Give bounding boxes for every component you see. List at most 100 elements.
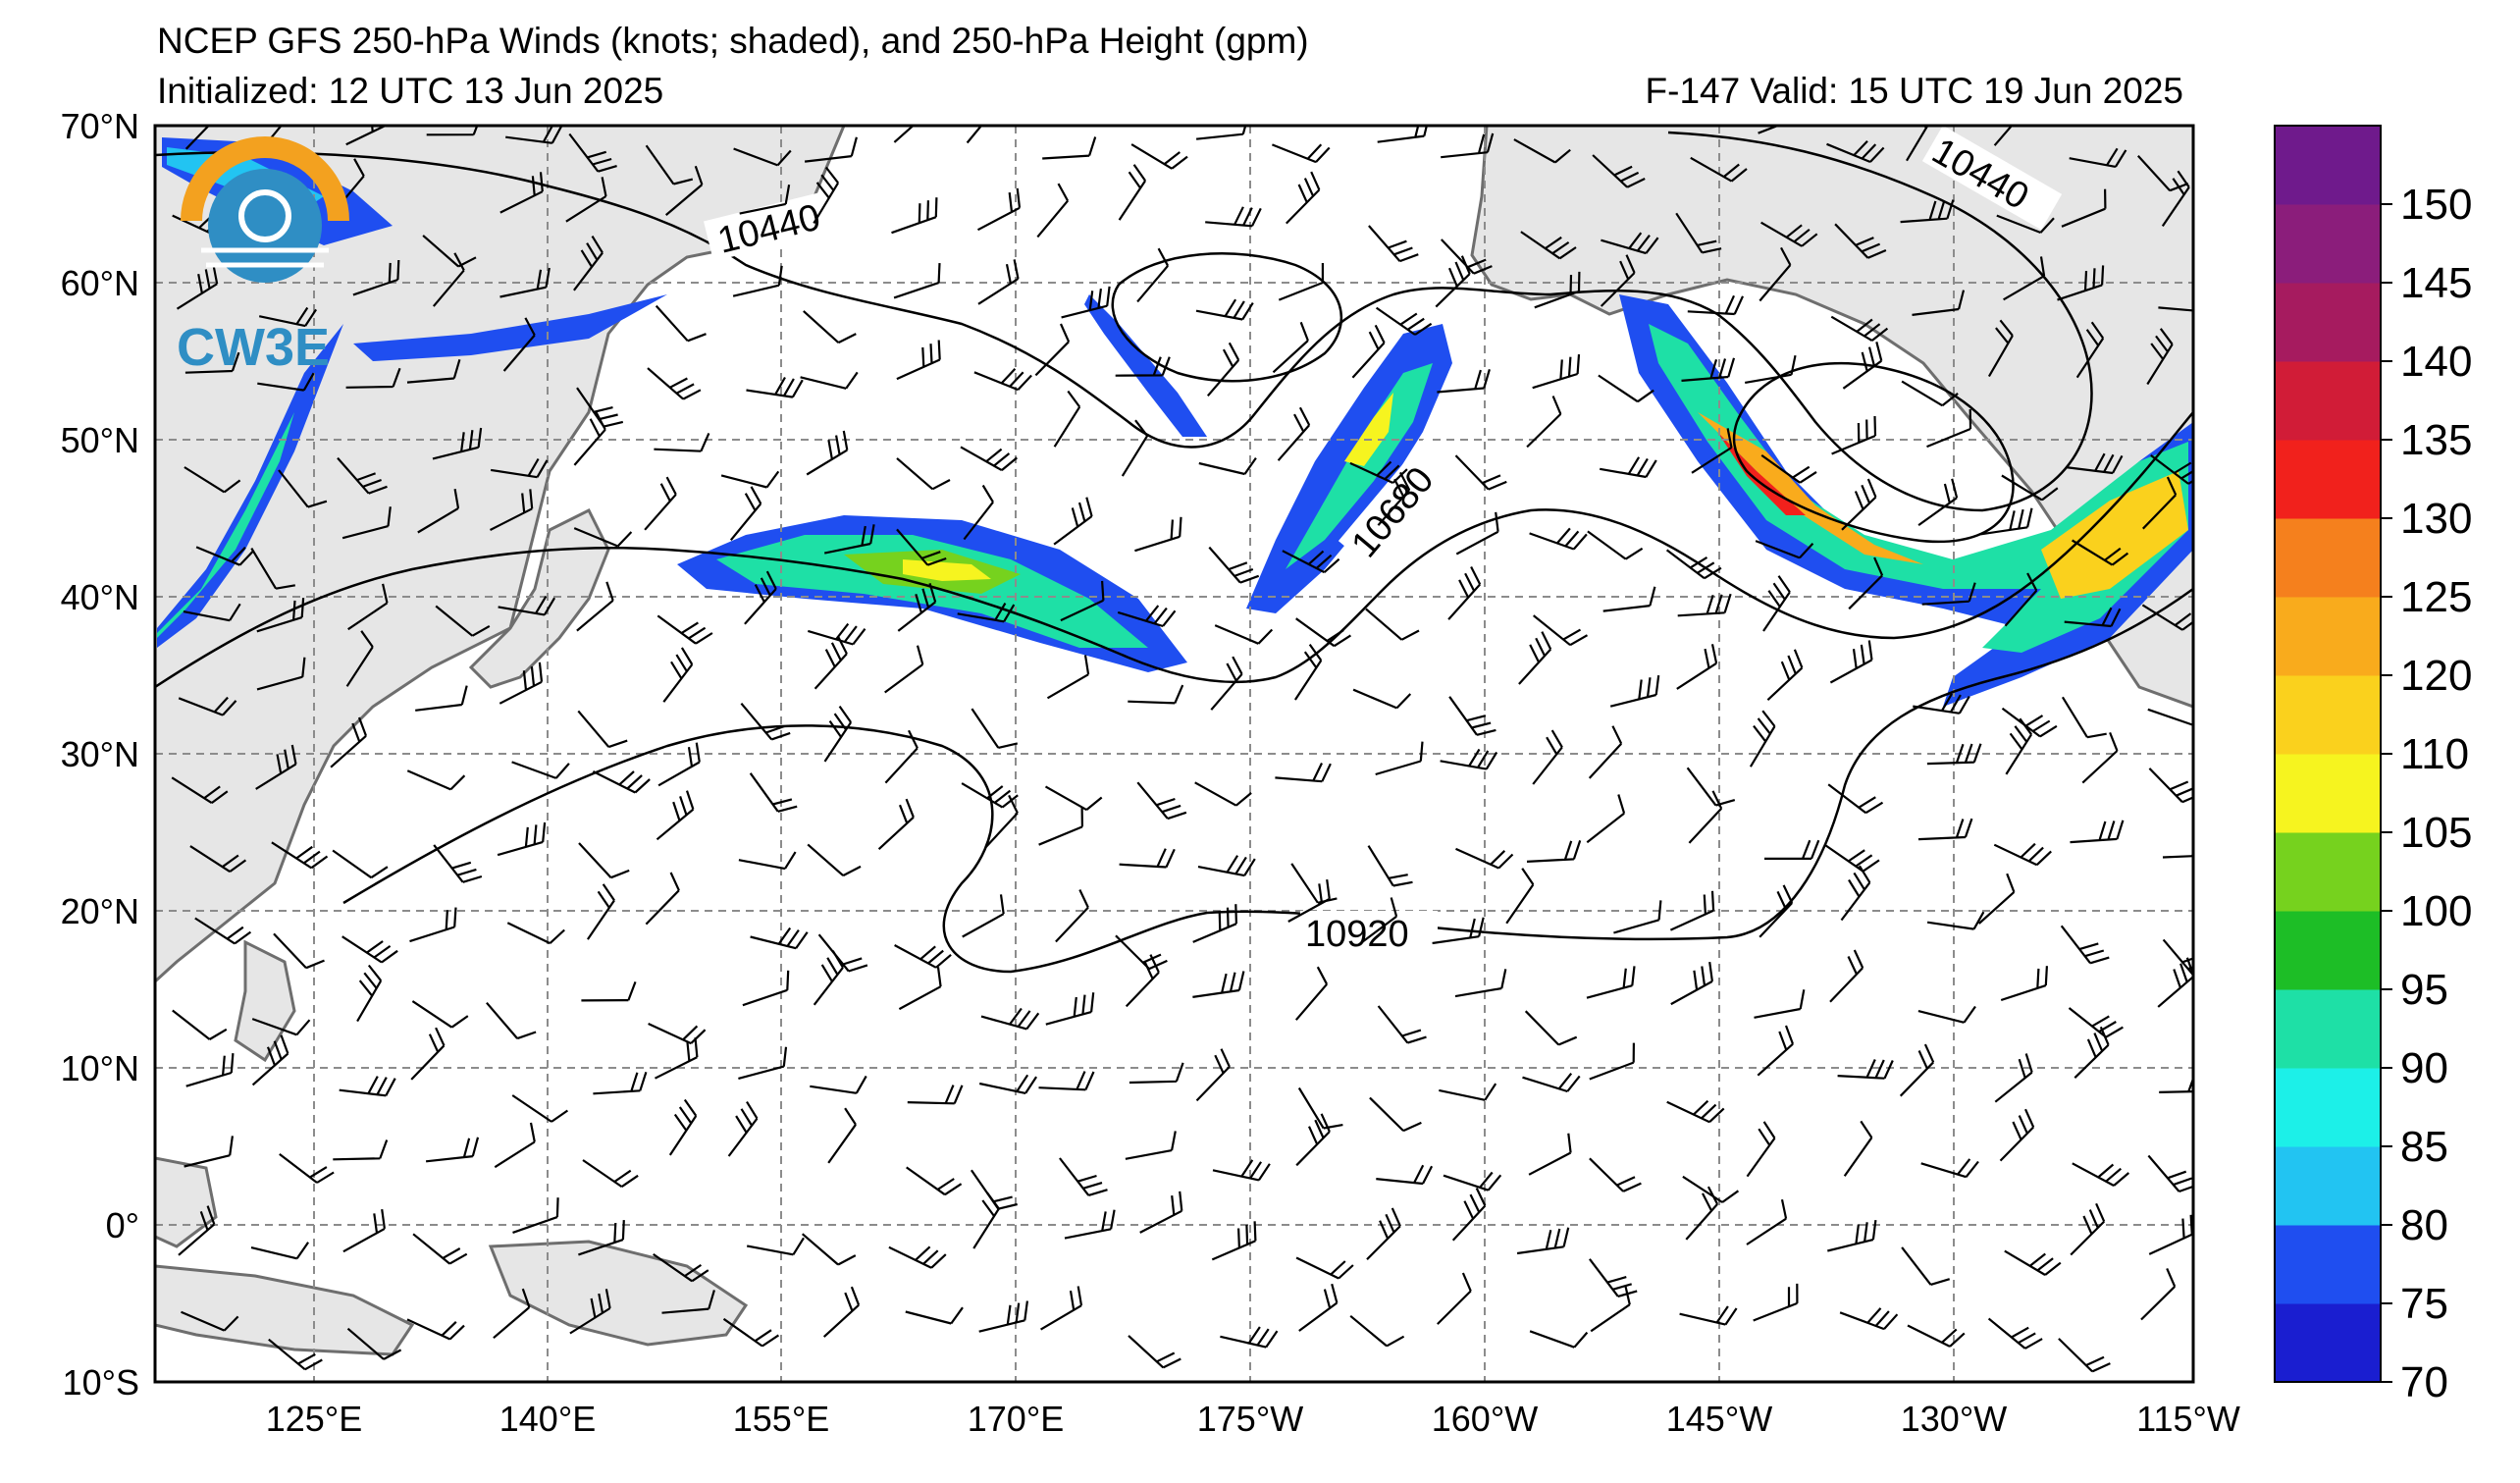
- wind-barb: [803, 310, 857, 344]
- wind-barb: [976, 187, 1022, 232]
- wind-barb: [1669, 890, 1715, 931]
- wind-barb: [732, 265, 783, 297]
- wind-barb: [896, 457, 951, 491]
- wind-barb: [984, 794, 1019, 849]
- wind-barb: [1440, 748, 1498, 770]
- wind-barb: [1520, 231, 1577, 260]
- wind-barb: [189, 845, 247, 874]
- wind-barb: [577, 710, 628, 749]
- lon-label-140e: 140°E: [499, 1399, 596, 1439]
- wind-barb: [1277, 406, 1311, 461]
- wind-barb: [888, 1245, 947, 1269]
- wind-barb: [1128, 1335, 1181, 1369]
- wind-barb: [1687, 294, 1745, 316]
- wind-barb: [800, 371, 859, 390]
- wind-barb: [1590, 1285, 1631, 1333]
- wind-barb: [586, 883, 615, 940]
- wind-barb: [1368, 225, 1419, 263]
- graticule: [155, 126, 2193, 1382]
- wind-barb: [2004, 572, 2038, 627]
- wind-barb: [2061, 696, 2107, 739]
- lon-label-160w: 160°W: [1432, 1399, 1538, 1439]
- wind-barb: [1121, 419, 1149, 477]
- colorbar-segment: [2275, 361, 2381, 441]
- lat-label-10s: 10°S: [63, 1362, 139, 1403]
- wind-barb: [978, 1074, 1038, 1094]
- map-frame: [153, 124, 2195, 1384]
- logo-text: CW3E: [177, 318, 330, 377]
- wind-barb: [1534, 271, 1581, 309]
- wind-barb: [645, 144, 694, 185]
- wind-barb: [592, 770, 651, 794]
- wind-barb: [823, 524, 875, 555]
- wind-barb: [1688, 790, 1723, 844]
- wind-barb: [750, 927, 809, 950]
- wind-barb: [1600, 254, 1636, 307]
- wind-barb: [1917, 818, 1973, 841]
- wind-barb: [822, 1286, 861, 1338]
- wind-barb: [1053, 497, 1093, 546]
- valid-time: F-147 Valid: 15 UTC 19 Jun 2025: [1645, 71, 2183, 111]
- wind-barb: [1195, 126, 1247, 140]
- wind-barb: [1677, 593, 1732, 617]
- wind-barb: [1045, 992, 1095, 1026]
- wind-barb: [412, 1233, 468, 1265]
- colorbar-label: 125: [2400, 573, 2472, 621]
- wind-barb: [823, 705, 853, 763]
- wind-barb: [1532, 729, 1563, 785]
- wind-barb: [1282, 550, 1340, 574]
- wind-barb: [1996, 214, 2055, 235]
- wind-barb: [183, 603, 241, 622]
- wind-barb: [1999, 1108, 2035, 1162]
- wind-barb: [2081, 731, 2119, 784]
- wind-barb: [2158, 306, 2193, 312]
- contour-closed-low-north: [1111, 252, 1342, 383]
- wind-barb: [2066, 452, 2124, 475]
- wind-barb: [1377, 471, 1411, 526]
- lat-label-30n: 30°N: [61, 734, 139, 774]
- colorbar-segment: [2275, 440, 2381, 519]
- wind-barb: [807, 843, 862, 877]
- wind-barb: [1139, 1191, 1183, 1234]
- wind-barb: [499, 267, 551, 298]
- wind-barb: [1365, 608, 1420, 641]
- wind-barb: [1601, 232, 1659, 255]
- wind-barb: [1130, 143, 1188, 170]
- wind-barb: [1759, 884, 1794, 938]
- wind-barb: [256, 598, 305, 633]
- wind-barb: [655, 1037, 699, 1080]
- wind-barb: [1349, 1314, 1405, 1348]
- wind-barb: [1589, 1157, 1642, 1192]
- wind-barb: [2074, 1026, 2110, 1079]
- wind-barb: [1136, 781, 1187, 821]
- wind-barb: [1516, 1227, 1570, 1255]
- wind-barb: [1447, 566, 1482, 620]
- wind-barb: [258, 306, 318, 328]
- wind-barb: [1900, 199, 1955, 224]
- wind-barb: [1294, 966, 1329, 1021]
- wind-barb: [1921, 582, 1976, 606]
- wind-barb: [962, 894, 1005, 938]
- wind-barb: [891, 197, 938, 235]
- wind-barb: [356, 964, 383, 1023]
- wind-barb: [497, 821, 547, 857]
- lon-label-130w: 130°W: [1901, 1399, 2007, 1439]
- wind-barb: [573, 411, 606, 466]
- wind-barb: [578, 842, 630, 879]
- wind-barb: [1117, 605, 1177, 628]
- wind-barb: [733, 147, 792, 167]
- wind-barb: [511, 761, 570, 779]
- wind-barb: [1526, 840, 1582, 863]
- wind-barb: [332, 849, 389, 879]
- wind-barb: [720, 470, 780, 489]
- wind-barb: [2075, 321, 2105, 379]
- wind-barb: [499, 172, 544, 214]
- wind-barb: [806, 430, 849, 476]
- wind-barb: [1195, 298, 1254, 321]
- wind-barb: [742, 970, 790, 1007]
- wind-barb: [2142, 476, 2178, 530]
- wind-barb: [490, 489, 534, 531]
- wind-barb: [346, 1327, 402, 1360]
- wind-barb: [406, 769, 466, 791]
- wind-barb: [1040, 1286, 1083, 1331]
